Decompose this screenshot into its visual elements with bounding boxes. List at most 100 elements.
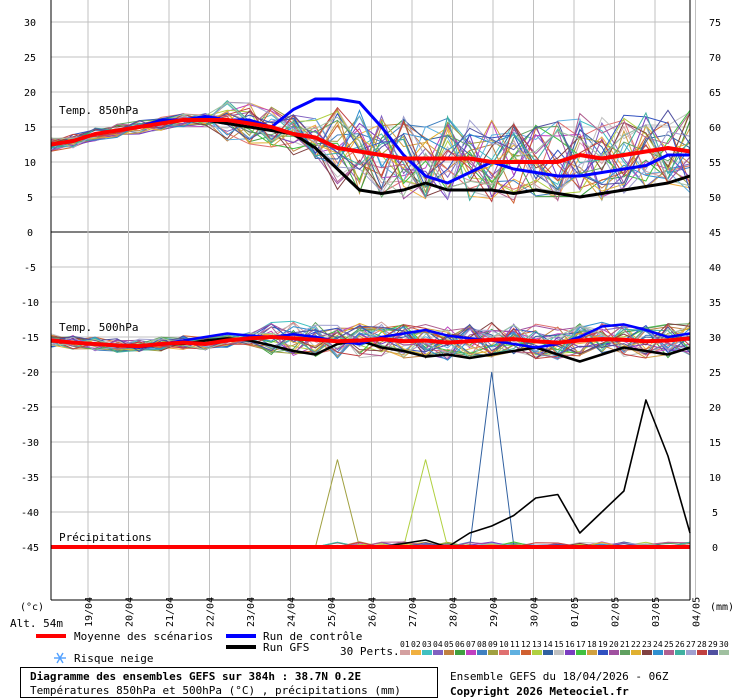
legend-mean-label: Moyenne des scénarios [74, 630, 213, 643]
middle-panel-label: Temp. 500hPa [59, 321, 138, 334]
x-date-label: 22/04 [206, 597, 217, 627]
legend-control-label: Run de contrôle [263, 630, 362, 643]
snowflake-icon [54, 652, 66, 664]
x-date-label: 26/04 [368, 597, 379, 627]
member-number-label: 22 [631, 640, 641, 649]
y-tick-left: 30 [24, 18, 36, 29]
x-date-label: 03/05 [651, 597, 662, 627]
member-number-label: 19 [598, 640, 608, 649]
y-tick-left: -15 [21, 333, 39, 344]
member-number-label: 12 [521, 640, 531, 649]
member-color-swatch [510, 650, 520, 655]
member-color-swatch [466, 650, 476, 655]
member-number-label: 15 [554, 640, 564, 649]
y-tick-right: 0 [712, 543, 718, 554]
member-number-label: 02 [411, 640, 421, 649]
y-tick-left: -5 [24, 263, 36, 274]
y-tick-right: 75 [709, 18, 721, 29]
y-tick-right: 55 [709, 158, 721, 169]
member-color-swatch [620, 650, 630, 655]
member-color-swatch [477, 650, 487, 655]
x-date-label: 29/04 [489, 597, 500, 627]
member-line-precip [51, 371, 691, 548]
x-date-label: 19/04 [84, 597, 95, 627]
upper-panel-label: Temp. 850hPa [59, 104, 138, 117]
member-number-label: 25 [664, 640, 674, 649]
y-tick-left: 15 [24, 123, 36, 134]
y-tick-left: 0 [27, 228, 33, 239]
x-date-label: 30/04 [530, 597, 541, 627]
member-color-swatch [499, 650, 509, 655]
y-tick-right: 10 [709, 473, 721, 484]
control-line-850hpa [50, 97, 690, 185]
y-tick-right: 5 [712, 508, 718, 519]
x-date-label: 01/05 [570, 597, 581, 627]
precip-panel-label: Précipitations [59, 531, 152, 544]
member-color-swatch [400, 650, 410, 655]
member-line-500hpa [50, 321, 691, 359]
legend-snow-label: Risque neige [74, 652, 153, 665]
y-tick-left: 10 [24, 158, 36, 169]
member-color-swatch [719, 650, 729, 655]
y-tick-right: 60 [709, 123, 721, 134]
member-number-label: 04 [433, 640, 443, 649]
y-tick-right: 65 [709, 88, 721, 99]
member-number-label: 09 [488, 640, 498, 649]
member-number-label: 17 [576, 640, 586, 649]
y-tick-right: 20 [709, 403, 721, 414]
member-number-label: 30 [719, 640, 729, 649]
member-color-swatch [686, 650, 696, 655]
chart-axes: 30252015105075706560555045-5-10-15-20-25… [21, 0, 721, 627]
y-tick-left: 20 [24, 88, 36, 99]
member-number-label: 20 [609, 640, 619, 649]
member-number-label: 14 [543, 640, 553, 649]
x-date-label: 24/04 [287, 597, 298, 627]
legend-perts-label: 30 Perts. [340, 645, 400, 658]
member-number-label: 18 [587, 640, 597, 649]
member-line-500hpa [50, 324, 691, 359]
y-tick-left: -10 [21, 298, 39, 309]
y-tick-right: 15 [709, 438, 721, 449]
member-color-swatch [587, 650, 597, 655]
member-color-swatch [642, 650, 652, 655]
chart-title: Diagramme des ensembles GEFS sur 384h : … [30, 670, 362, 683]
altitude-label: Alt. 54m [10, 617, 63, 630]
mean-line-850hpa [50, 118, 691, 164]
member-number-label: 27 [686, 640, 696, 649]
member-line-850hpa [50, 101, 691, 200]
member-number-label: 28 [697, 640, 707, 649]
gfs-line-precip [51, 399, 691, 548]
y-tick-right: 25 [709, 368, 721, 379]
member-number-label: 01 [400, 640, 410, 649]
x-date-label: 23/04 [246, 597, 257, 627]
mean-line-500hpa [50, 335, 691, 349]
member-number-label: 26 [675, 640, 685, 649]
x-date-label: 27/04 [408, 597, 419, 627]
member-color-swatch [554, 650, 564, 655]
member-number-label: 06 [455, 640, 465, 649]
member-number-label: 21 [620, 640, 630, 649]
member-number-label: 10 [499, 640, 509, 649]
member-number-label: 23 [642, 640, 652, 649]
member-number-label: 16 [565, 640, 575, 649]
left-unit-label: (°c) [20, 602, 44, 613]
member-color-swatch [609, 650, 619, 655]
y-tick-right: 50 [709, 193, 721, 204]
chart-grid [51, 0, 696, 600]
y-tick-right: 40 [709, 263, 721, 274]
y-tick-left: -45 [21, 543, 39, 554]
x-date-label: 20/04 [125, 597, 136, 627]
member-color-swatch [422, 650, 432, 655]
member-color-swatch [697, 650, 707, 655]
member-number-label: 08 [477, 640, 487, 649]
member-color-swatch [576, 650, 586, 655]
y-tick-left: -30 [21, 438, 39, 449]
y-tick-left: -35 [21, 473, 39, 484]
member-color-swatch [675, 650, 685, 655]
member-color-swatch [708, 650, 718, 655]
member-number-label: 11 [510, 640, 520, 649]
y-tick-left: -20 [21, 368, 39, 379]
member-color-swatch [664, 650, 674, 655]
y-tick-right: 30 [709, 333, 721, 344]
member-color-swatch [532, 650, 542, 655]
